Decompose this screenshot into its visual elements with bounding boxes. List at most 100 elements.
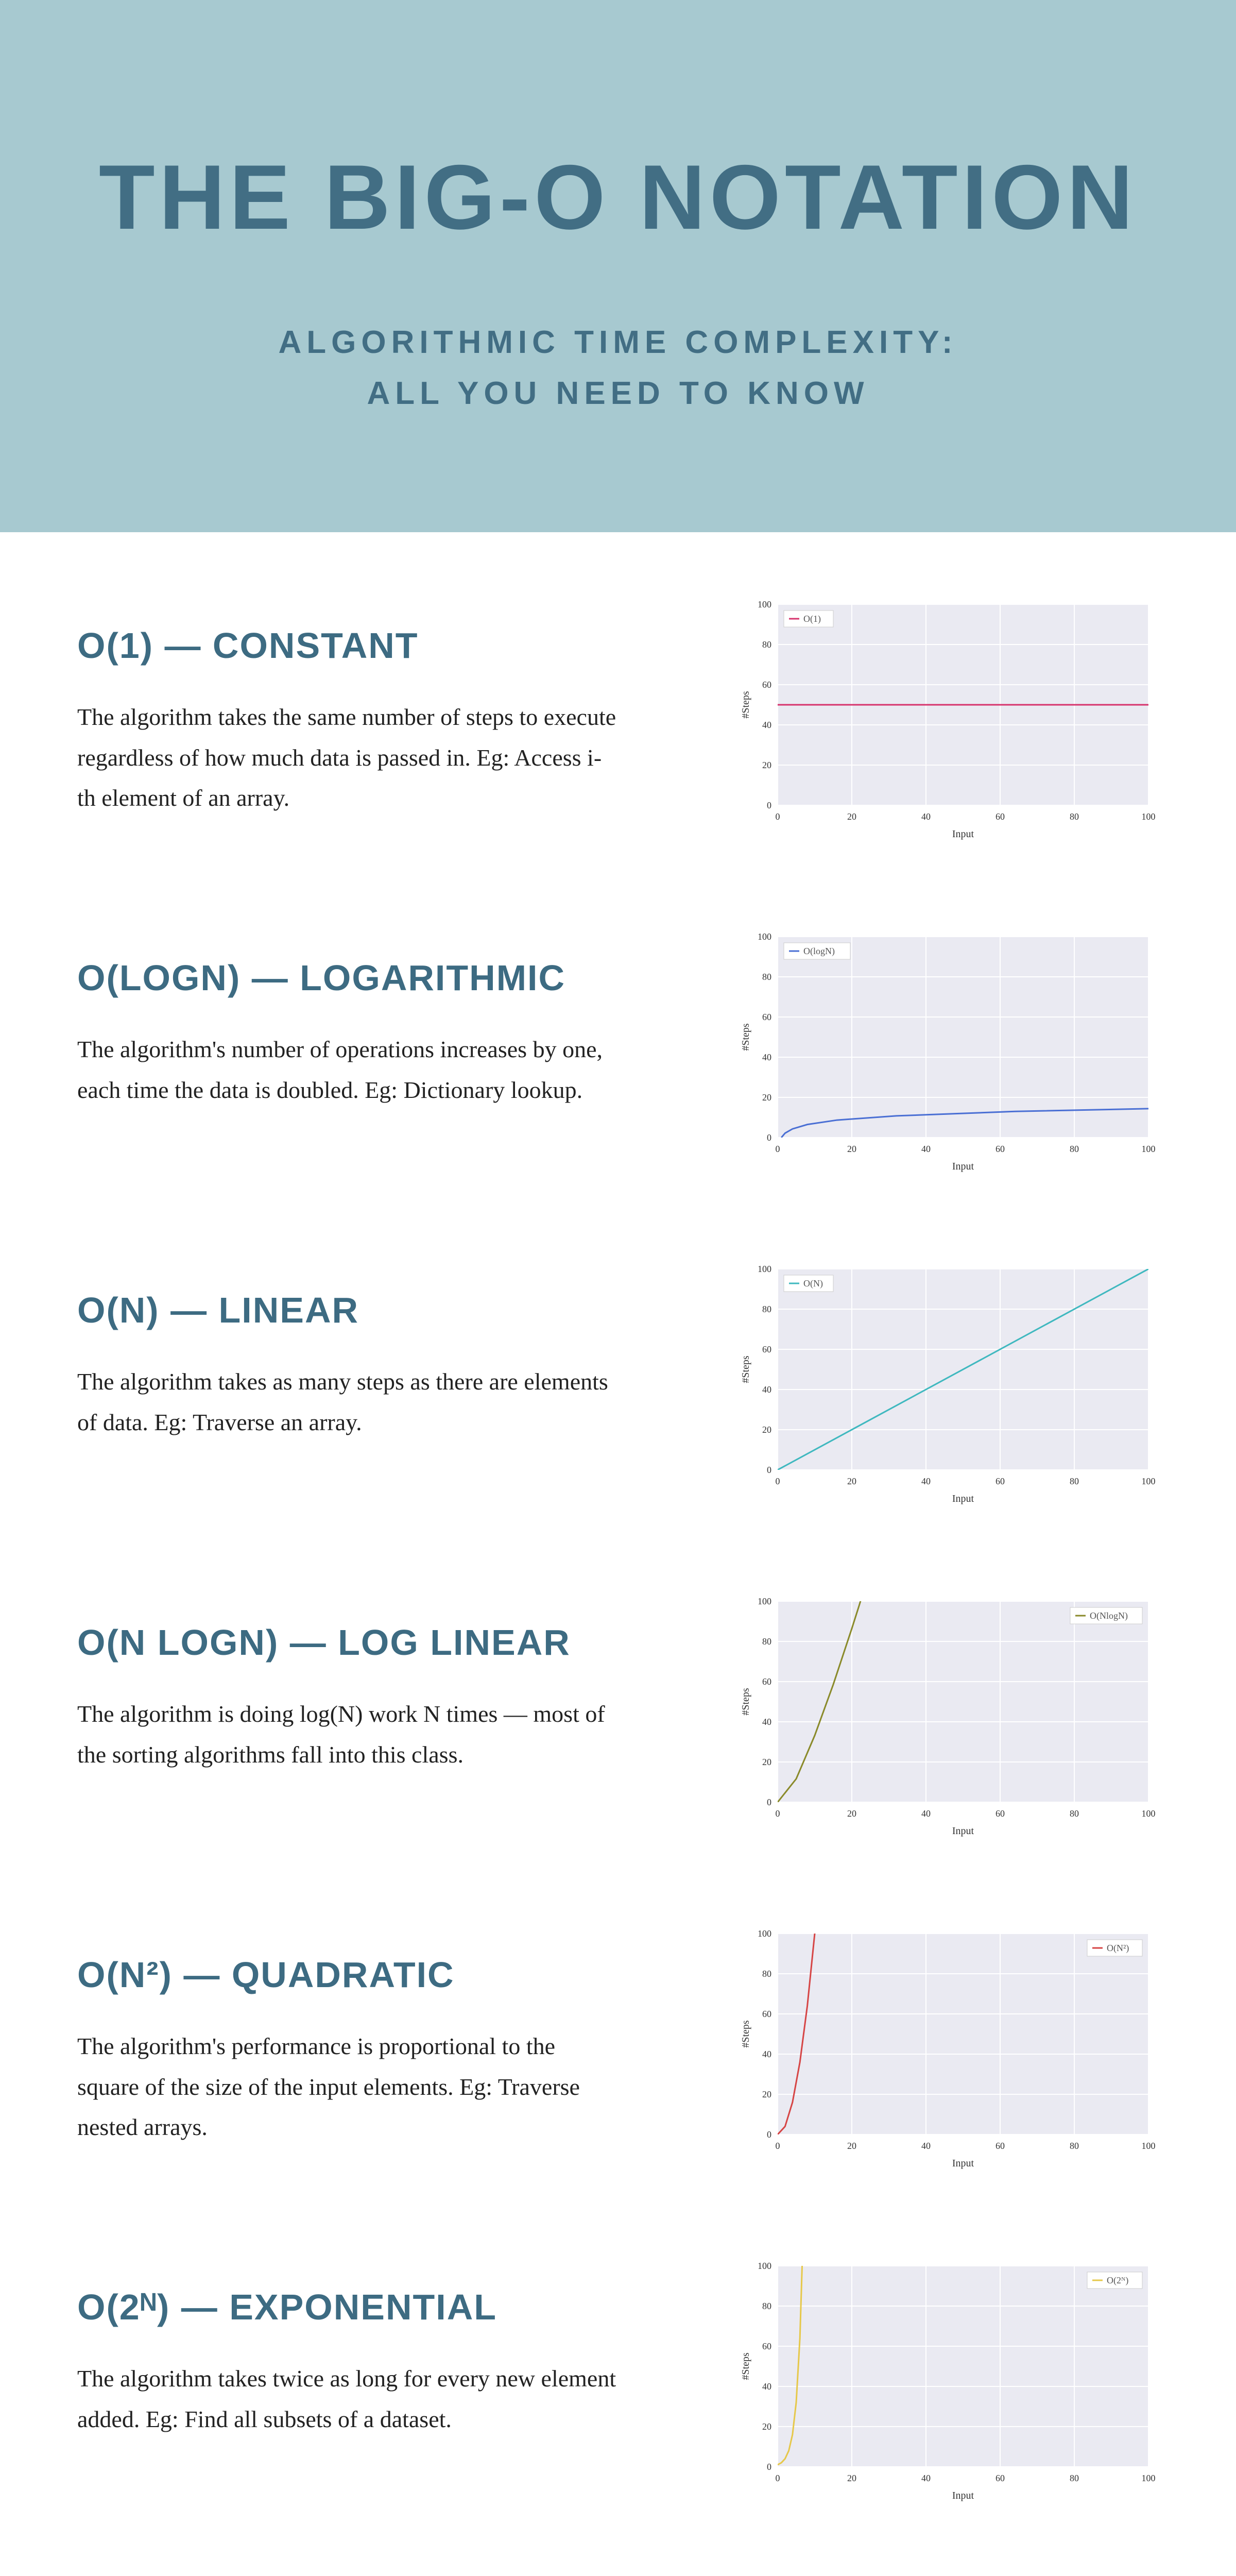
svg-text:60: 60 <box>762 1012 771 1022</box>
text-column: O(N LOGN) — LOG LINEARThe algorithm is d… <box>77 1591 706 1774</box>
svg-text:80: 80 <box>762 639 771 650</box>
item-title: O(2ᴺ) — EXPONENTIAL <box>77 2286 706 2328</box>
item-title: O(N²) — QUADRATIC <box>77 1954 706 1995</box>
svg-text:#Steps: #Steps <box>740 1355 751 1383</box>
svg-text:100: 100 <box>1142 1144 1156 1154</box>
svg-text:100: 100 <box>1142 811 1156 822</box>
complexity-row: O(N) — LINEAR The algorithm takes as many… <box>77 1259 1159 1514</box>
chart: 020406080100020406080100Input#StepsO(N²) <box>736 1923 1159 2176</box>
svg-text:20: 20 <box>762 1757 771 1767</box>
svg-text:100: 100 <box>758 1596 771 1606</box>
text-column: O(1) — CONSTANTThe algorithm takes the s… <box>77 594 706 818</box>
svg-text:0: 0 <box>767 800 771 810</box>
svg-text:60: 60 <box>762 2341 771 2351</box>
svg-text:O(N²): O(N²) <box>1107 1943 1129 1954</box>
chart-column: 020406080100020406080100Input#StepsO(N²) <box>736 1923 1159 2178</box>
svg-text:20: 20 <box>847 811 856 822</box>
svg-text:80: 80 <box>1070 1476 1079 1486</box>
svg-text:O(NlogN): O(NlogN) <box>1090 1611 1128 1621</box>
svg-text:0: 0 <box>767 1465 771 1475</box>
svg-text:20: 20 <box>847 1808 856 1819</box>
svg-text:#Steps: #Steps <box>740 2020 751 2048</box>
svg-text:40: 40 <box>762 720 771 730</box>
svg-text:40: 40 <box>762 2049 771 2059</box>
svg-text:100: 100 <box>758 1928 771 1939</box>
svg-text:80: 80 <box>1070 2473 1079 2483</box>
chart-column: 020406080100020406080100Input#StepsO(log… <box>736 926 1159 1181</box>
text-column: O(LOGN) — LOGARITHMICThe algorithm's num… <box>77 926 706 1110</box>
subtitle: ALGORITHMIC TIME COMPLEXITY: ALL YOU NEE… <box>52 317 1184 419</box>
svg-text:0: 0 <box>776 2141 780 2151</box>
item-description: The algorithm's performance is proportio… <box>77 2026 618 2147</box>
svg-text:80: 80 <box>762 2301 771 2311</box>
svg-text:20: 20 <box>847 2473 856 2483</box>
item-title: O(N) — LINEAR <box>77 1290 706 1331</box>
svg-text:#Steps: #Steps <box>740 691 751 719</box>
svg-text:40: 40 <box>762 2381 771 2392</box>
svg-text:Input: Input <box>952 828 974 840</box>
chart: 020406080100020406080100Input#StepsO(Nlo… <box>736 1591 1159 1843</box>
item-title: O(LOGN) — LOGARITHMIC <box>77 957 706 998</box>
svg-text:60: 60 <box>995 1476 1005 1486</box>
svg-text:0: 0 <box>776 2473 780 2483</box>
chart-column: 020406080100020406080100Input#StepsO(1) <box>736 594 1159 849</box>
text-column: O(2ᴺ) — EXPONENTIAL The algorithm takes t… <box>77 2256 706 2439</box>
svg-text:0: 0 <box>776 1144 780 1154</box>
svg-text:0: 0 <box>767 2462 771 2472</box>
item-description: The algorithm takes the same number of s… <box>77 697 618 818</box>
chart: 020406080100020406080100Input#StepsO(log… <box>736 926 1159 1179</box>
svg-text:80: 80 <box>762 972 771 982</box>
svg-text:60: 60 <box>995 1808 1005 1819</box>
svg-text:20: 20 <box>762 760 771 770</box>
svg-text:60: 60 <box>995 2141 1005 2151</box>
complexity-row: O(1) — CONSTANTThe algorithm takes the s… <box>77 594 1159 849</box>
subtitle-line-2: ALL YOU NEED TO KNOW <box>52 368 1184 419</box>
svg-text:O(1): O(1) <box>803 614 821 624</box>
svg-text:40: 40 <box>921 1144 931 1154</box>
svg-text:Input: Input <box>952 1825 974 1837</box>
svg-text:O(logN): O(logN) <box>803 946 835 957</box>
svg-text:40: 40 <box>762 1717 771 1727</box>
svg-text:80: 80 <box>762 1969 771 1979</box>
complexity-row: O(LOGN) — LOGARITHMICThe algorithm's num… <box>77 926 1159 1181</box>
svg-text:80: 80 <box>1070 1808 1079 1819</box>
svg-text:60: 60 <box>762 680 771 690</box>
svg-text:40: 40 <box>762 1384 771 1395</box>
svg-text:100: 100 <box>1142 1808 1156 1819</box>
svg-text:100: 100 <box>758 1264 771 1274</box>
svg-text:20: 20 <box>762 2421 771 2432</box>
svg-text:#Steps: #Steps <box>740 1023 751 1051</box>
item-description: The algorithm takes as many steps as the… <box>77 1362 618 1442</box>
svg-text:Input: Input <box>952 2490 974 2501</box>
svg-text:Input: Input <box>952 2158 974 2169</box>
chart-column: 020406080100020406080100Input#StepsO(2ᴺ) <box>736 2256 1159 2511</box>
svg-text:40: 40 <box>762 1052 771 1062</box>
chart-column: 020406080100020406080100Input#StepsO(N) <box>736 1259 1159 1514</box>
svg-text:Input: Input <box>952 1493 974 1504</box>
svg-text:20: 20 <box>847 1144 856 1154</box>
chart-column: 020406080100020406080100Input#StepsO(Nlo… <box>736 1591 1159 1846</box>
svg-text:O(2ᴺ): O(2ᴺ) <box>1107 2275 1128 2286</box>
svg-text:0: 0 <box>776 811 780 822</box>
item-description: The algorithm is doing log(N) work N tim… <box>77 1694 618 1774</box>
complexity-row: O(2ᴺ) — EXPONENTIAL The algorithm takes t… <box>77 2256 1159 2511</box>
svg-text:0: 0 <box>767 2129 771 2140</box>
svg-text:80: 80 <box>1070 811 1079 822</box>
item-description: The algorithm takes twice as long for ev… <box>77 2359 618 2439</box>
complexity-row: O(N²) — QUADRATIC The algorithm's perform… <box>77 1923 1159 2178</box>
complexity-row: O(N LOGN) — LOG LINEARThe algorithm is d… <box>77 1591 1159 1846</box>
svg-text:100: 100 <box>1142 2473 1156 2483</box>
chart: 020406080100020406080100Input#StepsO(2ᴺ) <box>736 2256 1159 2508</box>
svg-text:20: 20 <box>847 1476 856 1486</box>
text-column: O(N²) — QUADRATIC The algorithm's perform… <box>77 1923 706 2147</box>
svg-text:40: 40 <box>921 2141 931 2151</box>
svg-text:60: 60 <box>762 1676 771 1687</box>
chart: 020406080100020406080100Input#StepsO(1) <box>736 594 1159 846</box>
svg-text:80: 80 <box>762 1304 771 1314</box>
svg-text:#Steps: #Steps <box>740 2352 751 2380</box>
svg-text:0: 0 <box>767 1132 771 1143</box>
svg-text:40: 40 <box>921 1808 931 1819</box>
chart: 020406080100020406080100Input#StepsO(N) <box>736 1259 1159 1511</box>
svg-text:80: 80 <box>1070 2141 1079 2151</box>
svg-text:100: 100 <box>1142 2141 1156 2151</box>
